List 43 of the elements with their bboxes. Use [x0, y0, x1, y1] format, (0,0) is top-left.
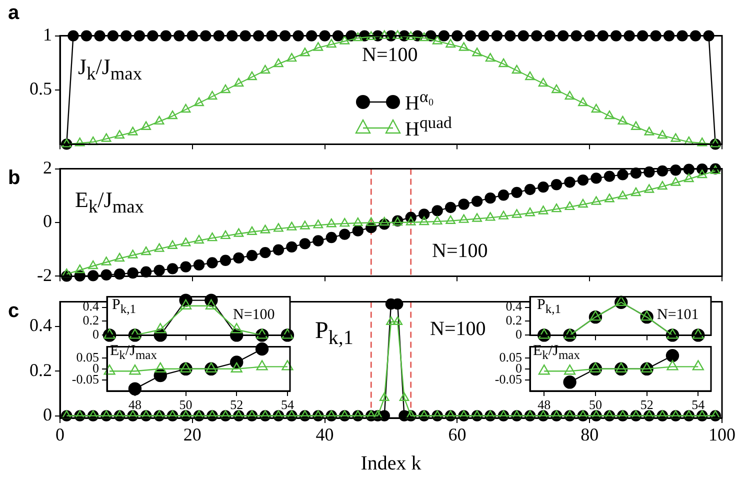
annotation: P$_{k,1}$: [315, 318, 354, 349]
x-tick-label: 60: [448, 424, 466, 445]
x-tick-label: 40: [316, 424, 334, 445]
annotation: J$_{k}$/J$_{max}$: [78, 54, 142, 84]
y-tick-label: 0.2: [30, 360, 52, 380]
legend-label: H$^{α₀}$: [405, 86, 434, 116]
y-tick-label: 1: [43, 24, 52, 45]
annotation: N=100: [362, 44, 418, 66]
annotation: P$_{k,1}$: [112, 297, 136, 317]
y-tick-label: 0.4: [30, 315, 52, 336]
annotation: N=100: [233, 307, 275, 324]
x-tick-label: 100: [708, 424, 736, 445]
chart-title: c: [8, 300, 20, 323]
annotation: N=100: [430, 318, 486, 340]
y-tick-label: -2: [37, 264, 52, 285]
x-axis-title: Index k: [360, 452, 422, 474]
chart-title: a: [8, 2, 20, 25]
x-tick-label: 54: [280, 397, 294, 412]
legend-label: H$^{quad}$: [405, 112, 452, 142]
y-tick-label: 0.05: [76, 349, 99, 364]
annotation: N=100: [432, 240, 488, 262]
annotation: N=101: [657, 307, 699, 324]
annotation: E$_{k}$/J$_{max}$: [75, 187, 144, 217]
y-tick-label: 0.2: [506, 312, 522, 328]
y-tick-label: 0.5: [30, 78, 52, 99]
x-tick-label: 52: [230, 397, 244, 412]
x-tick-label: 52: [640, 397, 654, 412]
y-tick-label: 2: [43, 158, 52, 178]
x-tick-label: 50: [179, 397, 192, 412]
chart-title: b: [8, 167, 20, 190]
y-tick-label: 0: [43, 211, 52, 232]
annotation: P$_{k,1}$: [537, 297, 561, 317]
x-tick-label: 80: [580, 424, 599, 445]
y-tick-label: 0: [92, 326, 99, 342]
x-tick-label: 48: [538, 397, 551, 412]
y-tick-label: 0.2: [82, 312, 99, 328]
x-tick-label: 50: [588, 397, 602, 412]
x-tick-label: 48: [128, 397, 142, 412]
x-tick-label: 0: [56, 424, 64, 445]
y-tick-label: 0.05: [499, 349, 522, 364]
x-tick-label: 54: [692, 397, 706, 412]
x-tick-label: 20: [183, 424, 202, 445]
y-tick-label: 0: [516, 326, 522, 342]
